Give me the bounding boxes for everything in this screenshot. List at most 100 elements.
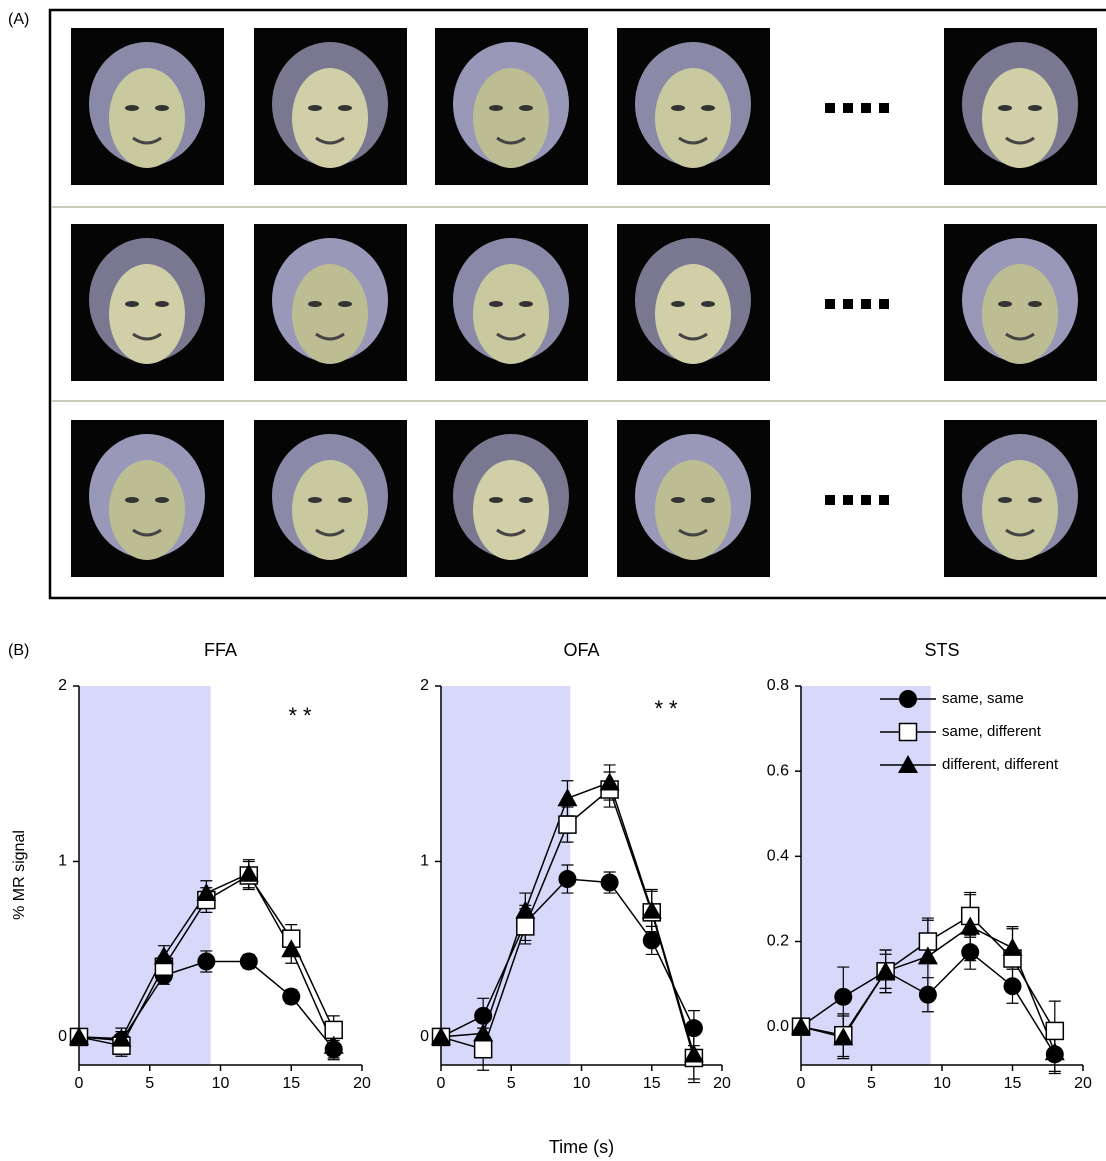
ellipsis-dot bbox=[861, 495, 871, 505]
marker-triangle bbox=[323, 1035, 344, 1054]
y-tick-label: 1 bbox=[58, 853, 67, 870]
marker-triangle bbox=[917, 946, 938, 965]
face-eye bbox=[1028, 105, 1042, 111]
marker-triangle bbox=[111, 1028, 132, 1047]
face-mouth bbox=[132, 136, 162, 145]
y-tick-label: 0.8 bbox=[767, 677, 789, 694]
face-eye bbox=[489, 105, 503, 111]
face-eye bbox=[155, 301, 169, 307]
ellipsis-dot bbox=[843, 103, 853, 113]
x-tick-label: 10 bbox=[212, 1075, 230, 1092]
face-skin bbox=[982, 460, 1058, 560]
marker-triangle bbox=[557, 788, 578, 807]
marker-triangle bbox=[473, 1023, 494, 1042]
x-tick-label: 5 bbox=[867, 1075, 876, 1092]
x-tick-label: 15 bbox=[1004, 1075, 1022, 1092]
ellipsis-dot bbox=[825, 495, 835, 505]
ellipsis-dot bbox=[825, 299, 835, 309]
ellipsis-dot bbox=[879, 299, 889, 309]
x-axis-title: Time (s) bbox=[549, 1137, 614, 1157]
marker-square bbox=[1045, 1021, 1065, 1041]
face-skin bbox=[473, 68, 549, 168]
stimulus-period bbox=[801, 686, 931, 1065]
face-eye bbox=[671, 301, 685, 307]
x-tick-label: 0 bbox=[75, 1075, 84, 1092]
marker-triangle bbox=[898, 755, 918, 773]
face-eye bbox=[519, 497, 533, 503]
ellipsis-dot bbox=[879, 495, 889, 505]
chart-title: STS bbox=[924, 640, 959, 660]
marker-circle bbox=[899, 690, 917, 708]
face-eye bbox=[998, 105, 1012, 111]
marker-triangle bbox=[683, 1044, 704, 1063]
significance-marker: ** bbox=[288, 703, 317, 728]
panel-label: (A) bbox=[8, 11, 29, 28]
x-tick-label: 15 bbox=[643, 1075, 661, 1092]
face-eye bbox=[338, 497, 352, 503]
x-tick-label: 15 bbox=[282, 1075, 300, 1092]
face-eye bbox=[125, 497, 139, 503]
marker-triangle bbox=[1044, 1042, 1065, 1061]
face-eye bbox=[519, 105, 533, 111]
x-tick-label: 20 bbox=[713, 1075, 731, 1092]
y-tick-label: 1 bbox=[420, 853, 429, 870]
marker-triangle bbox=[431, 1026, 451, 1045]
face-eye bbox=[701, 105, 715, 111]
face-eye bbox=[155, 105, 169, 111]
marker-circle bbox=[918, 985, 937, 1004]
marker-circle bbox=[197, 952, 216, 971]
marker-triangle bbox=[599, 772, 620, 791]
face-mouth bbox=[315, 136, 345, 145]
face-skin bbox=[109, 460, 185, 560]
marker-square bbox=[898, 722, 918, 742]
face-eye bbox=[125, 105, 139, 111]
marker-circle bbox=[558, 870, 577, 889]
face-eye bbox=[338, 105, 352, 111]
x-tick-label: 20 bbox=[1074, 1075, 1092, 1092]
face-mouth bbox=[678, 332, 708, 341]
face-mouth bbox=[315, 528, 345, 537]
x-tick-label: 0 bbox=[437, 1075, 446, 1092]
ellipsis-dot bbox=[825, 103, 835, 113]
face-eye bbox=[998, 497, 1012, 503]
marker-triangle bbox=[69, 1026, 89, 1045]
y-tick-label: 2 bbox=[420, 677, 429, 694]
face-eye bbox=[489, 301, 503, 307]
y-tick-label: 2 bbox=[58, 677, 67, 694]
face-skin bbox=[982, 264, 1058, 364]
marker-circle bbox=[684, 1019, 703, 1038]
marker-triangle bbox=[960, 916, 981, 935]
face-eye bbox=[308, 301, 322, 307]
legend-label: same, same bbox=[942, 690, 1024, 707]
face-eye bbox=[338, 301, 352, 307]
y-tick-label: 0.0 bbox=[767, 1018, 789, 1035]
significance-marker: ** bbox=[654, 696, 683, 721]
chart-title: OFA bbox=[563, 640, 599, 660]
x-tick-label: 20 bbox=[353, 1075, 371, 1092]
marker-triangle bbox=[515, 900, 536, 919]
face-skin bbox=[655, 68, 731, 168]
marker-triangle bbox=[833, 1027, 854, 1046]
face-skin bbox=[109, 68, 185, 168]
face-mouth bbox=[1005, 136, 1035, 145]
marker-circle bbox=[474, 1006, 493, 1025]
marker-circle bbox=[600, 873, 619, 892]
face-skin bbox=[655, 460, 731, 560]
face-mouth bbox=[132, 332, 162, 341]
y-tick-label: 0.4 bbox=[767, 848, 789, 865]
marker-square bbox=[558, 815, 577, 834]
face-eye bbox=[1028, 301, 1042, 307]
face-skin bbox=[292, 68, 368, 168]
legend-label: different, different bbox=[942, 756, 1059, 773]
marker-circle bbox=[642, 931, 661, 950]
chart: STS 0.0 0.2 0.4 0.6 0.8 0 5 10 15 20 same, same same… bbox=[767, 640, 1092, 1092]
ellipsis-dot bbox=[843, 299, 853, 309]
ellipsis-dot bbox=[861, 299, 871, 309]
face-eye bbox=[308, 105, 322, 111]
face-mouth bbox=[1005, 332, 1035, 341]
face-eye bbox=[489, 497, 503, 503]
x-tick-label: 10 bbox=[933, 1075, 951, 1092]
face-mouth bbox=[1005, 528, 1035, 537]
face-mouth bbox=[496, 332, 526, 341]
